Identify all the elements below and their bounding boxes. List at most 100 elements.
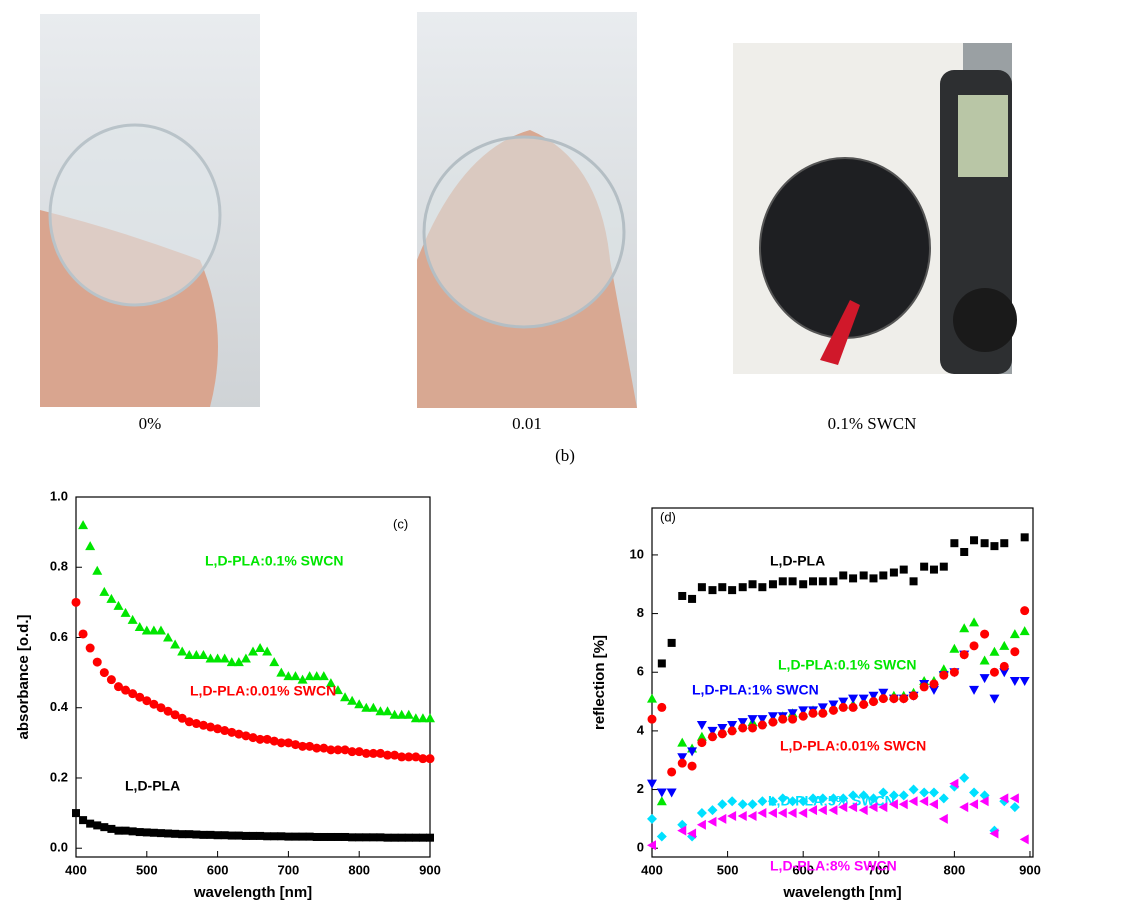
marker: [1009, 793, 1019, 804]
marker: [134, 621, 145, 631]
marker: [361, 702, 372, 712]
marker: [120, 607, 131, 617]
marker: [340, 745, 350, 755]
marker: [191, 719, 201, 729]
marker: [919, 682, 929, 692]
marker: [269, 736, 279, 746]
marker: [898, 799, 908, 810]
marker: [164, 829, 173, 838]
marker: [1010, 647, 1020, 657]
marker: [362, 833, 371, 842]
x-tick-label: 900: [419, 862, 441, 877]
marker: [728, 586, 737, 595]
marker: [938, 813, 948, 824]
marker: [757, 808, 767, 819]
marker: [787, 709, 798, 719]
marker: [768, 717, 778, 727]
marker: [808, 793, 819, 804]
marker: [262, 734, 272, 744]
marker: [178, 830, 187, 839]
marker: [213, 724, 223, 734]
y-tick-label: 0.4: [50, 699, 69, 714]
marker: [939, 670, 949, 680]
marker: [696, 819, 706, 830]
marker: [177, 713, 187, 723]
marker: [79, 816, 88, 825]
marker: [707, 816, 717, 827]
marker: [920, 562, 929, 571]
marker: [226, 657, 237, 667]
marker: [908, 796, 918, 807]
marker: [185, 830, 194, 839]
marker: [717, 813, 727, 824]
marker: [838, 697, 849, 707]
marker: [970, 536, 979, 545]
marker: [778, 577, 787, 586]
marker: [828, 805, 838, 816]
marker: [255, 734, 265, 744]
marker: [949, 667, 959, 677]
marker: [411, 752, 421, 762]
marker: [849, 574, 858, 583]
marker: [969, 799, 979, 810]
marker: [828, 705, 838, 715]
marker: [276, 738, 286, 748]
marker: [738, 723, 748, 733]
marker: [135, 692, 145, 702]
marker: [960, 547, 969, 556]
marker: [213, 831, 222, 840]
marker: [219, 653, 230, 663]
marker: [767, 808, 777, 819]
series-label: L,D-PLA:0.1% SWCN: [778, 657, 916, 673]
marker: [878, 694, 888, 704]
marker: [1000, 539, 1009, 548]
marker: [284, 832, 293, 841]
marker: [778, 714, 788, 724]
marker: [809, 577, 818, 586]
marker: [106, 593, 117, 603]
y-tick-label: 0.2: [50, 769, 68, 784]
series-label: L,D-PLA: [125, 778, 180, 794]
marker: [938, 793, 949, 804]
marker: [171, 829, 180, 838]
marker: [341, 832, 350, 841]
marker: [696, 721, 707, 731]
photo-0: [40, 14, 260, 407]
marker: [205, 653, 216, 663]
marker: [270, 832, 279, 841]
marker: [241, 731, 251, 741]
marker: [687, 747, 698, 757]
marker: [113, 600, 124, 610]
marker: [666, 788, 677, 798]
marker: [1019, 834, 1029, 845]
marker: [1020, 606, 1030, 616]
marker: [817, 805, 827, 816]
marker: [290, 671, 301, 681]
series-label: L,D-PLA:0.01% SWCN: [190, 683, 336, 699]
marker: [707, 732, 717, 742]
marker: [141, 625, 152, 635]
marker: [256, 831, 265, 840]
marker: [206, 830, 215, 839]
marker: [787, 796, 798, 807]
marker: [939, 562, 948, 571]
x-tick-label: 400: [641, 862, 663, 877]
marker: [757, 720, 767, 730]
marker: [135, 828, 144, 837]
y-tick-label: 2: [637, 781, 644, 796]
marker: [868, 793, 879, 804]
marker: [304, 671, 315, 681]
marker: [199, 830, 208, 839]
marker: [829, 577, 838, 586]
marker: [425, 754, 435, 764]
marker: [879, 571, 888, 580]
marker: [149, 828, 158, 837]
marker: [677, 825, 687, 836]
series-label: L,D-PLA:1% SWCN: [692, 682, 819, 698]
marker: [291, 832, 300, 841]
y-tick-label: 10: [630, 546, 644, 561]
marker: [311, 671, 322, 681]
marker: [817, 703, 828, 713]
marker: [909, 691, 919, 701]
panel-label: (c): [393, 516, 408, 531]
